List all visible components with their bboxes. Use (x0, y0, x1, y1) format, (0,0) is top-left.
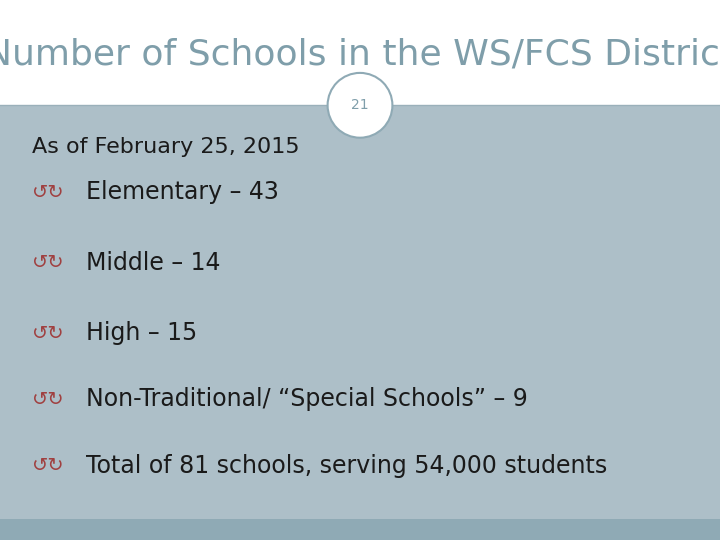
Text: ↺↻: ↺↻ (32, 390, 65, 409)
FancyBboxPatch shape (0, 0, 720, 105)
FancyBboxPatch shape (0, 519, 720, 540)
Text: Middle – 14: Middle – 14 (86, 251, 221, 275)
Text: 21: 21 (351, 98, 369, 112)
Text: Non-Traditional/ “Special Schools” – 9: Non-Traditional/ “Special Schools” – 9 (86, 387, 528, 411)
Text: ↺↻: ↺↻ (32, 253, 65, 272)
Text: Total of 81 schools, serving 54,000 students: Total of 81 schools, serving 54,000 stud… (86, 454, 608, 478)
Text: As of February 25, 2015: As of February 25, 2015 (32, 137, 300, 157)
Text: ↺↻: ↺↻ (32, 323, 65, 342)
Text: Elementary – 43: Elementary – 43 (86, 180, 279, 204)
Text: ↺↻: ↺↻ (32, 183, 65, 202)
Ellipse shape (328, 73, 392, 138)
FancyBboxPatch shape (0, 105, 720, 519)
Text: Number of Schools in the WS/FCS District: Number of Schools in the WS/FCS District (0, 38, 720, 72)
Text: High – 15: High – 15 (86, 321, 198, 345)
Text: ↺↻: ↺↻ (32, 456, 65, 475)
